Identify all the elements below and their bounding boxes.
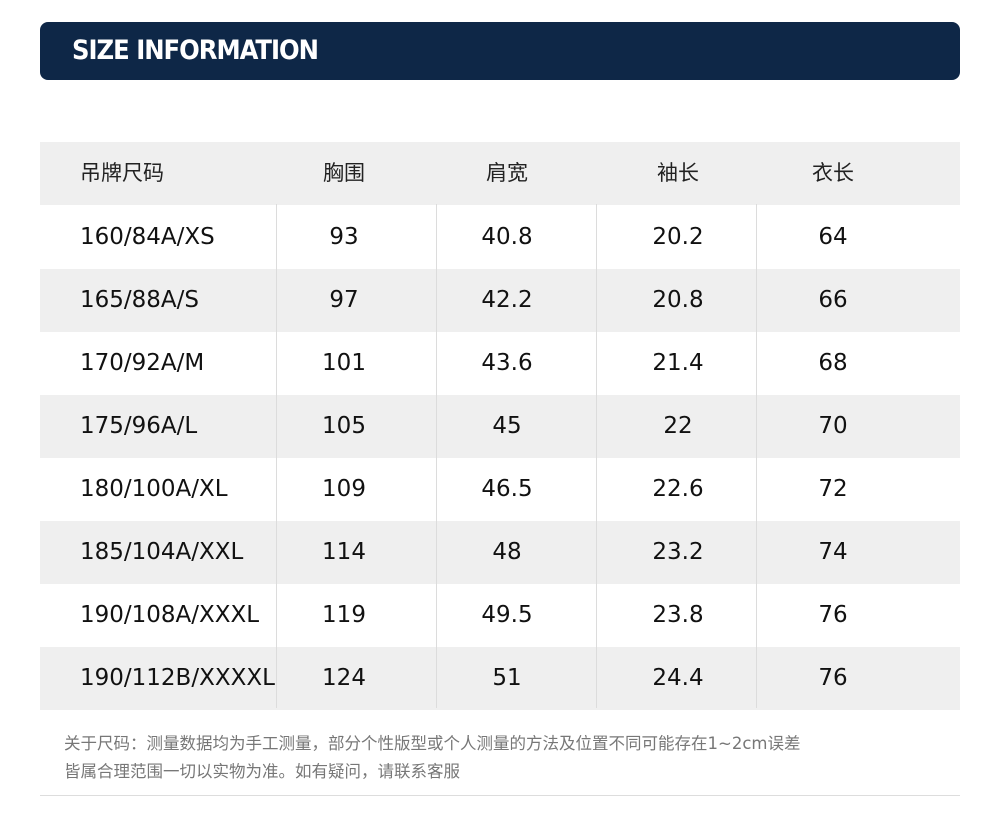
header-title: SIZE INFORMATION bbox=[72, 35, 319, 66]
table-cell: 51 bbox=[492, 665, 522, 691]
table-cell: 119 bbox=[322, 602, 366, 628]
table-row: 190/112B/XXXXL 124 51 24.4 76 bbox=[40, 647, 960, 710]
table-row: 180/100A/XL 109 46.5 22.6 72 bbox=[40, 458, 960, 521]
table-cell: 23.2 bbox=[652, 539, 704, 565]
column-divider bbox=[436, 204, 437, 708]
table-cell: 22 bbox=[663, 413, 693, 439]
column-header: 胸围 bbox=[323, 161, 365, 185]
table-cell: 76 bbox=[818, 665, 848, 691]
table-cell: 124 bbox=[322, 665, 366, 691]
table-cell: 109 bbox=[322, 476, 366, 502]
table-cell: 20.8 bbox=[652, 287, 704, 313]
table-row: 165/88A/S 97 42.2 20.8 66 bbox=[40, 269, 960, 332]
table-cell: 165/88A/S bbox=[80, 287, 199, 313]
table-cell: 190/108A/XXXL bbox=[80, 602, 260, 628]
table-cell: 46.5 bbox=[481, 476, 533, 502]
note-line: 皆属合理范围一切以实物为准。如有疑问，请联系客服 bbox=[64, 762, 460, 781]
table-cell: 175/96A/L bbox=[80, 413, 198, 439]
table-cell: 23.8 bbox=[652, 602, 704, 628]
table-cell: 42.2 bbox=[481, 287, 533, 313]
table-cell: 114 bbox=[322, 539, 366, 565]
note-line: 关于尺码：测量数据均为手工测量，部分个性版型或个人测量的方法及位置不同可能存在1… bbox=[64, 734, 801, 753]
column-header: 袖长 bbox=[657, 161, 699, 185]
header-bar: SIZE INFORMATION bbox=[40, 22, 960, 80]
column-header: 吊牌尺码 bbox=[80, 161, 164, 185]
table-cell: 48 bbox=[492, 539, 522, 565]
column-header: 衣长 bbox=[812, 161, 854, 185]
table-cell: 190/112B/XXXXL bbox=[80, 665, 275, 691]
table-cell: 101 bbox=[322, 350, 366, 376]
divider bbox=[40, 795, 960, 796]
table-cell: 170/92A/M bbox=[80, 350, 205, 376]
table-row: 160/84A/XS 93 40.8 20.2 64 bbox=[40, 206, 960, 269]
table-cell: 160/84A/XS bbox=[80, 224, 215, 250]
table-cell: 68 bbox=[818, 350, 848, 376]
table-cell: 20.2 bbox=[652, 224, 704, 250]
table-cell: 72 bbox=[818, 476, 848, 502]
table-cell: 24.4 bbox=[652, 665, 704, 691]
table-cell: 70 bbox=[818, 413, 848, 439]
table-cell: 97 bbox=[329, 287, 359, 313]
column-divider bbox=[756, 204, 757, 708]
table-cell: 66 bbox=[818, 287, 848, 313]
table-cell: 21.4 bbox=[652, 350, 704, 376]
table-row: 170/92A/M 101 43.6 21.4 68 bbox=[40, 332, 960, 395]
table-cell: 185/104A/XXL bbox=[80, 539, 244, 565]
table-cell: 180/100A/XL bbox=[80, 476, 228, 502]
header-row: 吊牌尺码 胸围 肩宽 袖长 衣长 bbox=[40, 142, 960, 205]
table-cell: 76 bbox=[818, 602, 848, 628]
table-cell: 105 bbox=[322, 413, 366, 439]
table-cell: 43.6 bbox=[481, 350, 533, 376]
column-divider bbox=[276, 204, 277, 708]
table-row: 190/108A/XXXL 119 49.5 23.8 76 bbox=[40, 584, 960, 647]
column-divider bbox=[596, 204, 597, 708]
table-row: 175/96A/L 105 45 22 70 bbox=[40, 395, 960, 458]
table-cell: 74 bbox=[818, 539, 848, 565]
table-row: 185/104A/XXL 114 48 23.2 74 bbox=[40, 521, 960, 584]
table-cell: 40.8 bbox=[481, 224, 533, 250]
column-header: 肩宽 bbox=[486, 161, 528, 185]
table-cell: 93 bbox=[329, 224, 359, 250]
table-cell: 64 bbox=[818, 224, 848, 250]
table-cell: 22.6 bbox=[652, 476, 704, 502]
table-cell: 45 bbox=[492, 413, 522, 439]
table-cell: 49.5 bbox=[481, 602, 533, 628]
